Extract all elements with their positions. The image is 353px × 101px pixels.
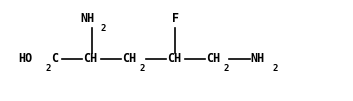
Text: NH: NH: [251, 52, 265, 65]
Text: CH: CH: [84, 52, 98, 65]
Text: HO: HO: [19, 52, 33, 65]
Text: 2: 2: [46, 64, 51, 73]
Text: CH: CH: [206, 52, 221, 65]
Text: F: F: [172, 12, 179, 25]
Text: 2: 2: [223, 64, 229, 73]
Text: 2: 2: [273, 64, 278, 73]
Text: NH: NH: [80, 12, 95, 25]
Text: CH: CH: [122, 52, 137, 65]
Text: CH: CH: [167, 52, 181, 65]
Text: C: C: [52, 52, 59, 65]
Text: 2: 2: [101, 24, 106, 33]
Text: 2: 2: [140, 64, 145, 73]
